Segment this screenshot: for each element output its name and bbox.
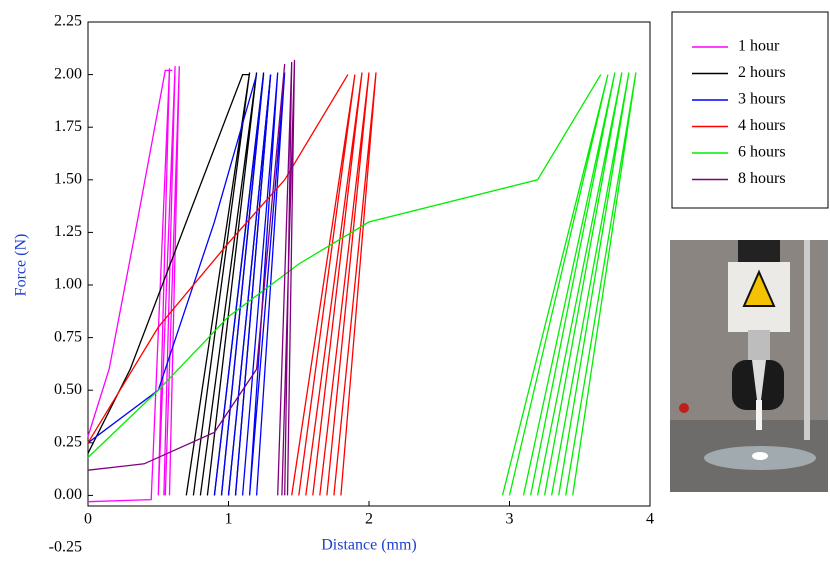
- series-line: [87, 66, 180, 503]
- x-tick-label: 2: [365, 511, 373, 528]
- series-line: [87, 72, 637, 496]
- y-tick-label: 1.00: [54, 276, 82, 293]
- x-tick-label: 0: [84, 511, 92, 528]
- legend-label: 3 hours: [738, 91, 786, 108]
- y-tick-label: 0.75: [54, 328, 82, 345]
- y-tick-label: 2.25: [54, 13, 82, 30]
- legend: [671, 11, 829, 209]
- y-axis-label: Force (N): [13, 234, 30, 297]
- legend-label: 8 hours: [738, 170, 786, 187]
- x-tick-label: 3: [506, 511, 514, 528]
- y-tick-label: 1.75: [54, 118, 82, 135]
- legend-label: 4 hours: [738, 117, 786, 134]
- legend-label: 2 hours: [738, 64, 786, 81]
- x-tick-label: 1: [225, 511, 233, 528]
- legend-label: 1 hour: [738, 38, 780, 55]
- y-tick-label: 0.00: [54, 486, 82, 503]
- y-tick-label: 1.50: [54, 170, 82, 187]
- y-tick-label: 2.00: [54, 65, 82, 82]
- photo: [670, 240, 828, 492]
- x-axis-label: Distance (mm): [321, 537, 417, 554]
- y-tick-label: 1.25: [54, 223, 82, 240]
- y-tick-label: 0.25: [54, 433, 82, 450]
- series-line: [87, 72, 377, 496]
- x-tick-label: 4: [646, 511, 654, 528]
- series-line: [87, 72, 286, 496]
- legend-label: 6 hours: [738, 144, 786, 161]
- series-line: [87, 59, 296, 496]
- series-line: [87, 72, 272, 496]
- y-tick-label: 0.50: [54, 381, 82, 398]
- y-tick-label: -0.25: [49, 539, 82, 556]
